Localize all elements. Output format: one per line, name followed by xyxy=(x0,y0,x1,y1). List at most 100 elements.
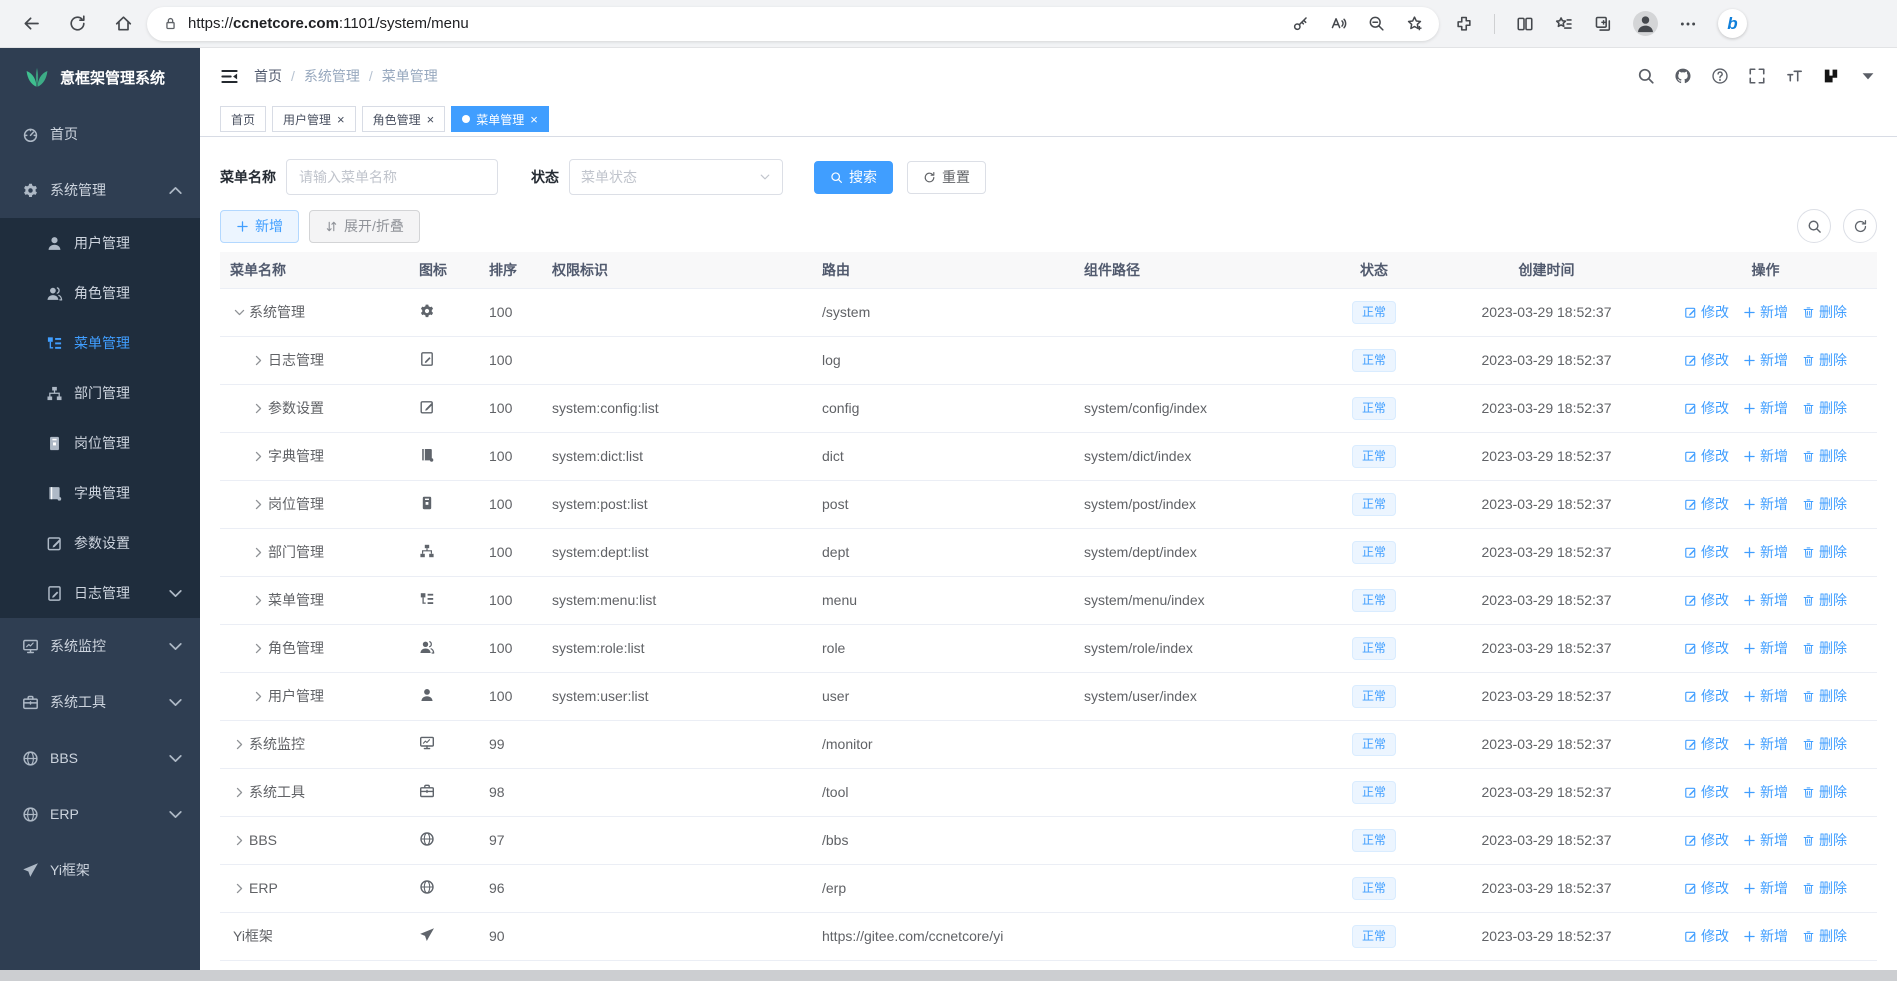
refresh-icon[interactable] xyxy=(68,14,87,33)
add-action[interactable]: 新增 xyxy=(1743,734,1788,754)
add-action[interactable]: 新增 xyxy=(1743,926,1788,946)
edit-action[interactable]: 修改 xyxy=(1684,686,1729,706)
tab-用户管理[interactable]: 用户管理 × xyxy=(272,106,356,132)
delete-action[interactable]: 删除 xyxy=(1802,686,1847,706)
expand-collapse-button[interactable]: 展开/折叠 xyxy=(309,209,420,243)
tab-close-icon[interactable]: × xyxy=(530,111,538,127)
search-icon[interactable] xyxy=(1637,67,1655,85)
user-avatar[interactable] xyxy=(1822,67,1840,85)
tab-角色管理[interactable]: 角色管理 × xyxy=(361,106,446,132)
sidebar-item-menu[interactable]: 菜单管理 xyxy=(0,318,200,368)
add-button[interactable]: 新增 xyxy=(220,209,299,243)
favorite-star-icon[interactable] xyxy=(1406,15,1423,32)
edit-action[interactable]: 修改 xyxy=(1684,302,1729,322)
delete-action[interactable]: 删除 xyxy=(1802,878,1847,898)
collapse-row-icon[interactable] xyxy=(233,306,246,319)
status-select[interactable]: 菜单状态 xyxy=(569,159,783,195)
sidebar-item-config[interactable]: 参数设置 xyxy=(0,518,200,568)
github-icon[interactable] xyxy=(1674,67,1692,85)
help-icon[interactable] xyxy=(1711,67,1729,85)
expand-row-icon[interactable] xyxy=(252,642,265,655)
add-action[interactable]: 新增 xyxy=(1743,830,1788,850)
back-icon[interactable] xyxy=(22,14,41,33)
refresh-circle-button[interactable] xyxy=(1843,209,1877,243)
expand-row-icon[interactable] xyxy=(252,594,265,607)
expand-row-icon[interactable] xyxy=(252,402,265,415)
read-aloud-icon[interactable] xyxy=(1330,15,1347,32)
add-action[interactable]: 新增 xyxy=(1743,782,1788,802)
more-icon[interactable] xyxy=(1679,15,1697,33)
edit-action[interactable]: 修改 xyxy=(1684,926,1729,946)
edit-action[interactable]: 修改 xyxy=(1684,830,1729,850)
edit-action[interactable]: 修改 xyxy=(1684,350,1729,370)
add-action[interactable]: 新增 xyxy=(1743,398,1788,418)
sidebar-item-bbs[interactable]: BBS xyxy=(0,730,200,786)
sidebar-item-erp[interactable]: ERP xyxy=(0,786,200,842)
expand-row-icon[interactable] xyxy=(252,450,265,463)
delete-action[interactable]: 删除 xyxy=(1802,830,1847,850)
delete-action[interactable]: 删除 xyxy=(1802,398,1847,418)
breadcrumb-item[interactable]: 首页 xyxy=(254,68,282,84)
delete-action[interactable]: 删除 xyxy=(1802,446,1847,466)
edit-action[interactable]: 修改 xyxy=(1684,734,1729,754)
search-circle-button[interactable] xyxy=(1797,209,1831,243)
fullscreen-icon[interactable] xyxy=(1748,67,1766,85)
edit-action[interactable]: 修改 xyxy=(1684,446,1729,466)
tab-close-icon[interactable]: × xyxy=(337,111,345,127)
split-screen-icon[interactable] xyxy=(1516,15,1534,33)
delete-action[interactable]: 删除 xyxy=(1802,302,1847,322)
tab-close-icon[interactable]: × xyxy=(426,111,435,127)
add-action[interactable]: 新增 xyxy=(1743,542,1788,562)
expand-row-icon[interactable] xyxy=(233,834,246,847)
expand-row-icon[interactable] xyxy=(233,738,246,751)
expand-row-icon[interactable] xyxy=(252,354,265,367)
add-action[interactable]: 新增 xyxy=(1743,638,1788,658)
expand-row-icon[interactable] xyxy=(233,882,246,895)
edit-action[interactable]: 修改 xyxy=(1684,638,1729,658)
sidebar-item-dict[interactable]: 字典管理 xyxy=(0,468,200,518)
delete-action[interactable]: 删除 xyxy=(1802,590,1847,610)
add-action[interactable]: 新增 xyxy=(1743,302,1788,322)
sidebar-item-home[interactable]: 首页 xyxy=(0,106,200,162)
menu-name-input[interactable] xyxy=(286,159,498,195)
extensions-icon[interactable] xyxy=(1455,15,1473,33)
sidebar-item-log[interactable]: 日志管理 xyxy=(0,568,200,618)
address-bar[interactable]: https://ccnetcore.com:1101/system/menu xyxy=(147,6,1439,41)
sidebar-item-yi[interactable]: Yi框架 xyxy=(0,842,200,898)
edit-action[interactable]: 修改 xyxy=(1684,494,1729,514)
add-action[interactable]: 新增 xyxy=(1743,494,1788,514)
edit-action[interactable]: 修改 xyxy=(1684,542,1729,562)
sidebar-item-role[interactable]: 角色管理 xyxy=(0,268,200,318)
edit-action[interactable]: 修改 xyxy=(1684,590,1729,610)
sidebar-item-user[interactable]: 用户管理 xyxy=(0,218,200,268)
reset-button[interactable]: 重置 xyxy=(907,160,986,194)
search-button[interactable]: 搜索 xyxy=(814,160,893,194)
expand-row-icon[interactable] xyxy=(252,498,265,511)
edit-action[interactable]: 修改 xyxy=(1684,398,1729,418)
bing-chat-icon[interactable]: b xyxy=(1718,9,1747,38)
add-action[interactable]: 新增 xyxy=(1743,350,1788,370)
key-icon[interactable] xyxy=(1292,15,1309,32)
sidebar-item-system[interactable]: 系统管理 xyxy=(0,162,200,218)
collections-icon[interactable] xyxy=(1555,15,1573,33)
add-action[interactable]: 新增 xyxy=(1743,590,1788,610)
expand-row-icon[interactable] xyxy=(252,546,265,559)
delete-action[interactable]: 删除 xyxy=(1802,638,1847,658)
zoom-out-icon[interactable] xyxy=(1368,15,1385,32)
sidebar-item-tool[interactable]: 系统工具 xyxy=(0,674,200,730)
delete-action[interactable]: 删除 xyxy=(1802,494,1847,514)
delete-action[interactable]: 删除 xyxy=(1802,350,1847,370)
edit-action[interactable]: 修改 xyxy=(1684,782,1729,802)
caret-down-icon[interactable] xyxy=(1859,67,1877,85)
expand-row-icon[interactable] xyxy=(252,690,265,703)
expand-row-icon[interactable] xyxy=(233,786,246,799)
delete-action[interactable]: 删除 xyxy=(1802,542,1847,562)
delete-action[interactable]: 删除 xyxy=(1802,926,1847,946)
sidebar-item-dept[interactable]: 部门管理 xyxy=(0,368,200,418)
font-size-icon[interactable] xyxy=(1785,67,1803,85)
delete-action[interactable]: 删除 xyxy=(1802,782,1847,802)
add-action[interactable]: 新增 xyxy=(1743,878,1788,898)
tab-菜单管理[interactable]: 菜单管理 × xyxy=(451,106,549,132)
tab-首页[interactable]: 首页 xyxy=(220,106,267,132)
home-icon[interactable] xyxy=(114,14,133,33)
